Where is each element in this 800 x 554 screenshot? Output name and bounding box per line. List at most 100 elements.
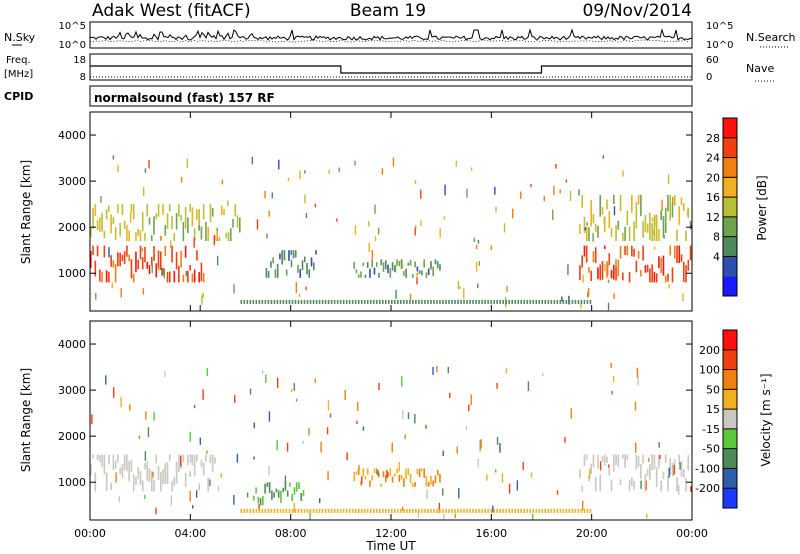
power-mark (283, 250, 286, 261)
velocity-mark (653, 454, 656, 470)
velocity-ground-mark (466, 508, 468, 513)
velocity-noise-mark (284, 475, 287, 486)
velocity-mark (601, 456, 604, 463)
power-ground-mark (511, 299, 513, 304)
velocity-mark (628, 480, 631, 492)
velocity-ground-mark (487, 508, 489, 513)
power-noise-mark (202, 292, 205, 298)
velocity-ground-mark (520, 508, 523, 513)
power-mark (360, 271, 362, 278)
velocity-noise-mark (640, 480, 642, 489)
power-noise-mark (268, 210, 270, 217)
power-noise-mark (667, 174, 670, 184)
power-mark (265, 267, 268, 278)
power-mark (617, 220, 620, 230)
velocity-mark (289, 482, 291, 487)
velocity-mark (182, 454, 185, 463)
power-noise-mark (503, 223, 506, 233)
power-colorbar-swatch (723, 276, 737, 297)
power-noise-mark (477, 239, 480, 244)
velocity-ground-mark (354, 508, 357, 513)
velocity-ground-mark (240, 508, 243, 513)
power-mark (599, 264, 602, 281)
power-ground-mark (264, 299, 267, 304)
power-ground-mark (312, 299, 315, 304)
velocity-ground-mark (511, 508, 513, 513)
power-mark (412, 273, 414, 278)
velocity-ground-mark (330, 508, 333, 513)
power-mark (103, 245, 106, 258)
velocity-colorbar-swatch (723, 428, 737, 450)
velocity-mark (355, 471, 358, 475)
power-noise-mark (304, 170, 306, 174)
power-mark (619, 245, 622, 259)
velocity-colorbar-label: 100 (699, 364, 720, 377)
power-ground-mark (442, 299, 444, 304)
velocity-noise-mark (645, 480, 647, 490)
velocity-mark (141, 480, 144, 492)
power-ground-mark (463, 299, 465, 304)
velocity-ground-mark (463, 508, 465, 513)
power-colorbar-swatch (723, 256, 737, 277)
velocity-mark (626, 454, 629, 460)
velocity-ground-mark (502, 508, 504, 513)
velocity-ground-mark (391, 508, 393, 513)
velocity-noise-mark (105, 375, 107, 385)
power-mark (270, 261, 272, 268)
velocity-noise-mark (209, 479, 211, 487)
power-mark (141, 257, 144, 270)
power-mark (123, 251, 126, 265)
power-mark (117, 252, 119, 267)
power-mark (353, 262, 355, 269)
power-mark (297, 264, 299, 273)
power-mark (189, 264, 191, 271)
power-mark (153, 246, 155, 261)
velocity-mark (364, 475, 367, 480)
power-mark (191, 273, 194, 283)
velocity-noise-mark (564, 437, 566, 443)
velocity-mark (646, 468, 649, 476)
power-ground-mark (457, 299, 459, 304)
velocity-ground-mark (490, 508, 492, 513)
velocity-mark (387, 471, 389, 478)
power-noise-mark (506, 286, 508, 292)
velocity-ground-mark (252, 508, 255, 513)
velocity-mark (436, 470, 439, 476)
velocity-ground-mark (538, 508, 541, 513)
x-tick-label: 12:00 (375, 527, 407, 540)
velocity-noise-mark (206, 367, 209, 377)
power-mark (409, 259, 412, 266)
velocity-noise-mark (346, 452, 348, 461)
velocity-mark (135, 476, 137, 485)
velocity-ground-mark (562, 508, 565, 513)
power-mark (112, 217, 115, 225)
power-mark (631, 194, 633, 213)
power-mark (310, 257, 313, 267)
power-noise-mark (490, 245, 493, 250)
velocity-mark (262, 495, 264, 506)
velocity-ground-mark (460, 508, 462, 513)
velocity-noise-mark (320, 441, 322, 453)
velocity-ytick-label: 1000 (58, 476, 86, 489)
velocity-ground-mark (270, 508, 273, 513)
power-noise-mark (368, 242, 370, 253)
power-colorbar-swatch (723, 236, 737, 257)
power-mark (615, 225, 617, 241)
velocity-noise-mark (144, 494, 146, 499)
power-ground-mark (291, 299, 294, 304)
power-mark (101, 212, 103, 232)
velocity-ground-mark (583, 508, 586, 513)
velocity-noise-mark (556, 490, 559, 495)
velocity-ground-mark (339, 508, 342, 513)
velocity-mark (99, 455, 101, 462)
velocity-noise-mark (276, 440, 278, 451)
power-ground-mark (433, 299, 435, 304)
velocity-ground-mark (288, 508, 291, 513)
power-ground-mark (538, 299, 541, 304)
power-mark (301, 260, 304, 270)
power-mark (608, 253, 611, 266)
beam-title: Beam 19 (350, 1, 426, 21)
velocity-ytick-label: 3000 (58, 384, 86, 397)
power-mark (439, 264, 441, 271)
power-noise-mark (473, 237, 475, 242)
